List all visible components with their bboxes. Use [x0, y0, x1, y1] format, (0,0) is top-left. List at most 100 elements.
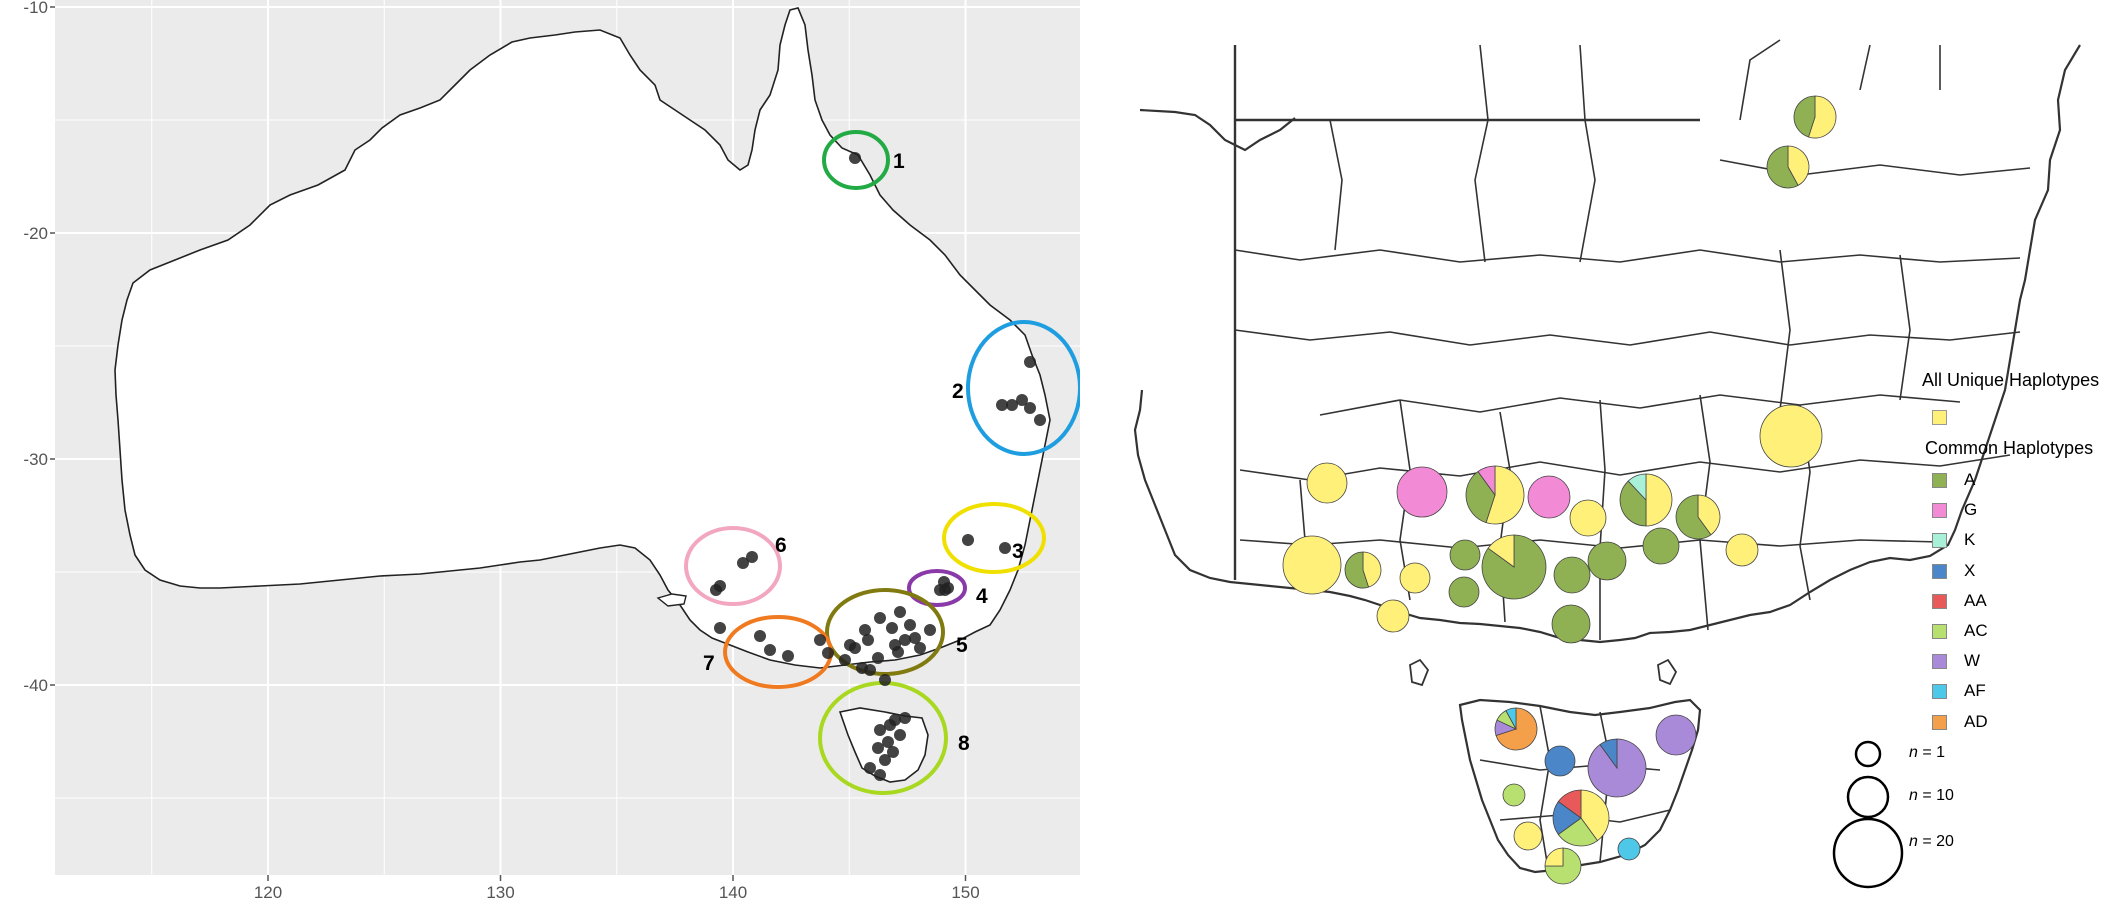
legend-swatch: [1932, 624, 1947, 639]
pie-slice-w: [1587, 738, 1647, 798]
pie-slice-k: [1627, 473, 1647, 502]
pie-slice-af: [1505, 707, 1517, 730]
haplotype-pie: [1513, 821, 1543, 851]
haplotype-pie: [1569, 499, 1607, 537]
cluster-ellipse-1: [822, 130, 890, 190]
pie-slice-ac: [1557, 817, 1599, 847]
cluster-map-panel: 1 2 3 4 5 6 7 8 -10 -20 -30 -40 120 130 140 150: [23, 0, 1083, 902]
sample-point: [737, 557, 749, 569]
haplotype-pie: [1344, 551, 1382, 589]
pie-slice-unique: [1513, 821, 1543, 851]
size-circle-1: [1854, 740, 1882, 768]
haplotype-pie: [1544, 745, 1576, 777]
sample-point: [872, 742, 884, 754]
sample-point: [782, 650, 794, 662]
state-borders: [1233, 45, 1700, 580]
haplotype-pie: [1793, 95, 1837, 139]
legend-common-title: Common Haplotypes: [1925, 438, 2094, 458]
haplotype-pie: [1465, 465, 1525, 525]
pie-slice-w: [1655, 714, 1697, 756]
legend-swatch: [1932, 563, 1947, 579]
legend-label: X: [1964, 560, 1976, 580]
sample-point: [746, 551, 758, 563]
pie-slice-unique: [1399, 562, 1431, 594]
haplotype-pie: [1642, 527, 1680, 565]
pie-slice-a: [1619, 480, 1647, 527]
sample-point: [999, 542, 1011, 554]
haplotype-pie: [1448, 576, 1480, 608]
cluster-ellipse-6: [684, 526, 782, 606]
sample-point: [909, 632, 921, 644]
pie-slice-ac: [1502, 783, 1526, 807]
sample-point: [1034, 414, 1046, 426]
sample-point: [894, 729, 906, 741]
sample-point: [874, 612, 886, 624]
sample-point: [839, 654, 851, 666]
legend-label: K: [1964, 530, 1976, 550]
haplotype-pie: [1552, 789, 1610, 847]
pie-slice-x: [1599, 738, 1618, 770]
pie-slice-g: [1477, 465, 1496, 497]
x-axis-ticks: 120 130 140 150: [254, 875, 980, 902]
bass-strait-island: [1657, 658, 1678, 686]
pie-slice-af: [1617, 837, 1641, 861]
pie-slice-unique: [1580, 789, 1610, 842]
legend-swatch: [1932, 684, 1947, 700]
haplotype-pie: [1494, 707, 1538, 751]
size-circle-20: [1832, 817, 1904, 889]
cluster-label-6: 6: [775, 534, 787, 557]
pie-slice-unique: [1485, 465, 1525, 525]
sample-point: [996, 399, 1008, 411]
sample-point: [864, 664, 876, 676]
haplotype-pie: [1527, 475, 1571, 519]
legend-swatch: [1932, 593, 1947, 609]
sample-point: [924, 624, 936, 636]
sample-point: [879, 754, 891, 766]
sample-point: [889, 714, 901, 726]
legend-swatch: [1932, 503, 1947, 519]
sample-point: [886, 622, 898, 634]
sample-point: [892, 646, 904, 658]
sample-point: [887, 746, 899, 758]
haplotype-pie: [1502, 783, 1526, 807]
haplotype-pie: [1282, 535, 1342, 595]
haplotype-pie: [1551, 604, 1591, 644]
pie-slice-unique: [1645, 473, 1673, 527]
sample-point: [1024, 402, 1036, 414]
legend-label: AA: [1964, 590, 1987, 610]
se-australia-coastline: [1133, 44, 2081, 644]
pie-slice-unique: [1544, 847, 1564, 867]
haplotype-map-panel: All Unique Haplotypes Common Haplotypes …: [1080, 0, 2126, 910]
sample-point: [899, 634, 911, 646]
sample-point: [1006, 399, 1018, 411]
cluster-label-7: 7: [703, 652, 715, 675]
cluster-label-1: 1: [893, 150, 905, 173]
x-tick-label: 120: [254, 883, 282, 902]
pie-slice-a: [1448, 576, 1480, 608]
sample-point: [882, 736, 894, 748]
pie-slice-x: [1544, 745, 1576, 777]
pie-slice-a: [1344, 551, 1370, 589]
sample-point: [904, 619, 916, 631]
pie-slice-aa: [1557, 789, 1582, 819]
sample-point: [859, 624, 871, 636]
sample-point: [864, 762, 876, 774]
size-legend: n = 1 n = 10 n = 20: [1828, 735, 2048, 895]
pie-slice-g: [1527, 475, 1571, 519]
haplotype-pie: [1766, 145, 1810, 189]
sample-point: [872, 652, 884, 664]
sample-point: [714, 580, 726, 592]
sample-point: [862, 634, 874, 646]
y-tick-label: -40: [23, 676, 48, 695]
pie-slice-a: [1766, 145, 1799, 189]
legend-label: AC: [1964, 621, 1988, 640]
cluster-label-3: 3: [1012, 540, 1024, 563]
pie-slice-a: [1465, 470, 1496, 524]
haplotype-pie: [1759, 404, 1823, 468]
pie-slice-unique: [1282, 535, 1342, 595]
sample-point: [814, 634, 826, 646]
haplotype-pie: [1587, 541, 1627, 581]
tasmania-outline: [1458, 698, 1702, 874]
sample-point: [874, 724, 886, 736]
cluster-ellipse-3: [942, 502, 1046, 574]
